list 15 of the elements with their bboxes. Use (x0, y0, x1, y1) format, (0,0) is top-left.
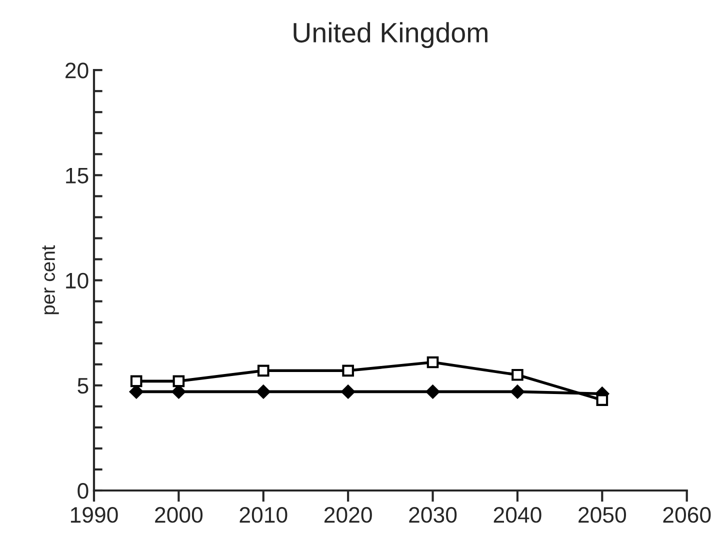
x-tick-label: 2030 (409, 507, 457, 523)
x-tick-label: 2060 (663, 507, 711, 523)
x-tick-label: 2020 (324, 507, 372, 523)
x-tick-label: 2010 (240, 507, 288, 523)
chart-title: United Kingdom (294, 22, 488, 48)
y-tick-label: 0 (78, 483, 88, 499)
x-tick-label: 1990 (70, 507, 118, 523)
x-tick-label: 2040 (494, 507, 542, 523)
x-tick-label: 2050 (578, 507, 626, 523)
x-tick-label: 2000 (155, 507, 203, 523)
y-tick-label: 15 (66, 168, 88, 184)
y-tick-label: 5 (78, 378, 88, 394)
y-tick-label: 20 (66, 62, 88, 78)
y-axis-title: per cent (42, 245, 59, 314)
y-tick-label: 10 (66, 272, 88, 289)
